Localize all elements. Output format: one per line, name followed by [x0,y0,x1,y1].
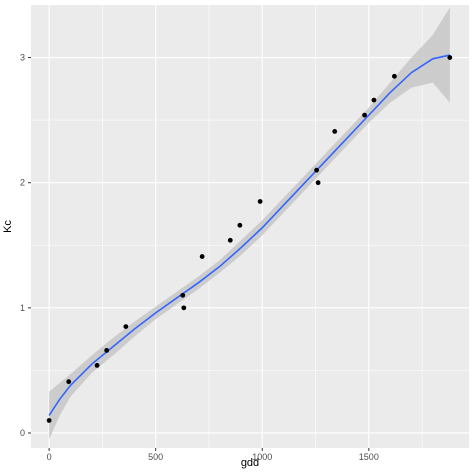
data-point [314,167,320,173]
data-point [227,237,233,243]
y-axis-title: Kc [2,220,14,233]
data-point [66,379,72,385]
data-point [94,363,100,368]
axes: 0 500 1000 1500 0 1 2 3 [20,53,379,462]
data-point [46,418,52,423]
x-tick-label: 1000 [252,452,272,462]
data-point [257,199,263,204]
data-point [180,292,186,298]
y-tick-label: 2 [20,178,25,188]
y-tick-label: 0 [20,428,25,438]
smooth-trend-line [48,54,450,416]
x-axis-title: gdd [241,457,259,469]
data-point [104,347,110,353]
data-point [237,222,243,228]
x-tick-label: 500 [148,452,163,462]
y-tick-label: 1 [20,303,25,313]
data-point [123,324,129,330]
data-point [315,180,321,186]
data-point [447,55,453,60]
data-point [332,128,338,134]
y-tick-label: 3 [20,53,25,63]
x-tick-label: 1500 [359,452,379,462]
data-points [46,55,453,423]
data-point [199,254,205,259]
data-point [371,97,377,103]
data-point [362,112,367,118]
x-tick-label: 0 [47,452,52,462]
data-point [392,73,397,79]
data-point [181,305,187,311]
grid-lines [31,5,469,448]
